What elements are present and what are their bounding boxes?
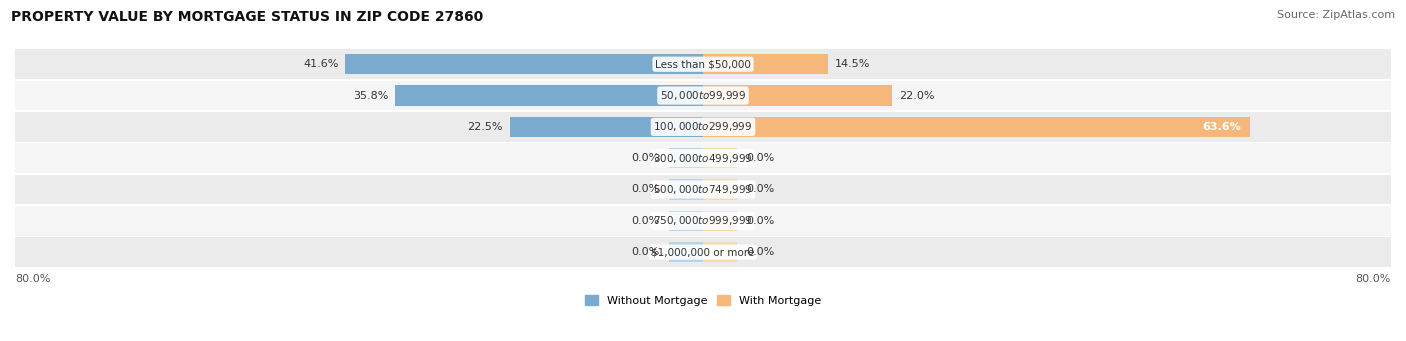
Bar <box>669 179 703 200</box>
Bar <box>395 85 703 106</box>
Text: 0.0%: 0.0% <box>747 153 775 163</box>
Text: $100,000 to $299,999: $100,000 to $299,999 <box>654 120 752 133</box>
Text: 41.6%: 41.6% <box>302 59 339 69</box>
Text: 0.0%: 0.0% <box>631 153 659 163</box>
Bar <box>346 54 703 74</box>
Bar <box>703 85 893 106</box>
Bar <box>703 211 737 231</box>
Bar <box>509 117 703 137</box>
Text: PROPERTY VALUE BY MORTGAGE STATUS IN ZIP CODE 27860: PROPERTY VALUE BY MORTGAGE STATUS IN ZIP… <box>11 10 484 24</box>
Bar <box>703 148 737 168</box>
Text: $50,000 to $99,999: $50,000 to $99,999 <box>659 89 747 102</box>
Text: $750,000 to $999,999: $750,000 to $999,999 <box>654 214 752 227</box>
Bar <box>15 143 1391 173</box>
Text: 80.0%: 80.0% <box>1355 274 1391 284</box>
Bar <box>15 237 1391 267</box>
Text: 0.0%: 0.0% <box>747 216 775 226</box>
Bar <box>703 242 737 262</box>
Bar <box>669 211 703 231</box>
Text: $500,000 to $749,999: $500,000 to $749,999 <box>654 183 752 196</box>
Bar <box>15 206 1391 236</box>
Text: 0.0%: 0.0% <box>631 216 659 226</box>
Text: $1,000,000 or more: $1,000,000 or more <box>651 247 755 257</box>
Text: 63.6%: 63.6% <box>1202 122 1241 132</box>
Bar <box>669 148 703 168</box>
Text: 22.0%: 22.0% <box>898 90 935 101</box>
Text: 35.8%: 35.8% <box>353 90 388 101</box>
Bar <box>15 81 1391 110</box>
Text: $300,000 to $499,999: $300,000 to $499,999 <box>654 152 752 165</box>
Bar <box>15 175 1391 204</box>
Text: 14.5%: 14.5% <box>835 59 870 69</box>
Text: 0.0%: 0.0% <box>631 184 659 194</box>
Text: 80.0%: 80.0% <box>15 274 51 284</box>
Text: 0.0%: 0.0% <box>747 184 775 194</box>
Text: 0.0%: 0.0% <box>631 247 659 257</box>
Bar <box>15 49 1391 79</box>
Text: 0.0%: 0.0% <box>747 247 775 257</box>
Text: Source: ZipAtlas.com: Source: ZipAtlas.com <box>1277 10 1395 20</box>
Bar <box>669 242 703 262</box>
Bar <box>15 112 1391 142</box>
Bar <box>703 117 1250 137</box>
Legend: Without Mortgage, With Mortgage: Without Mortgage, With Mortgage <box>581 291 825 310</box>
Bar <box>703 179 737 200</box>
Text: 22.5%: 22.5% <box>467 122 502 132</box>
Bar <box>703 54 828 74</box>
Text: Less than $50,000: Less than $50,000 <box>655 59 751 69</box>
